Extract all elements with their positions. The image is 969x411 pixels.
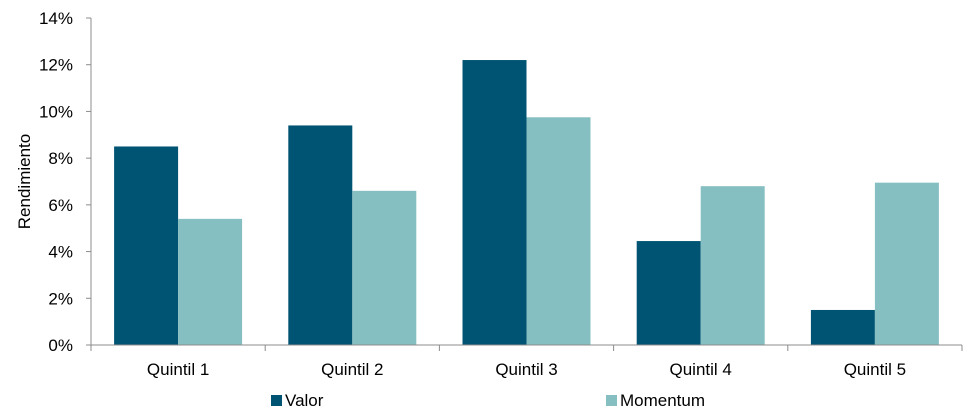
y-tick-label: 2% [48, 289, 73, 308]
legend-swatch-valor [271, 395, 282, 406]
bar-momentum-3 [526, 117, 591, 346]
bar-momentum-1 [178, 218, 243, 345]
x-tick-label: Quintil 5 [844, 360, 906, 379]
bar-valor-3 [462, 60, 527, 346]
x-tick-label: Quintil 1 [147, 360, 209, 379]
y-tick-label: 14% [39, 9, 73, 28]
y-axis-title: Rendimiento [15, 134, 34, 229]
y-tick-label: 4% [48, 243, 73, 262]
bar-valor-5 [810, 309, 875, 345]
x-axis: Quintil 1 Quintil 2 Quintil 3 Quintil 4 Quin… [90, 344, 963, 379]
legend: Valor Momentum [271, 391, 705, 410]
bar-valor-2 [288, 125, 353, 345]
bar-momentum-4 [700, 186, 765, 345]
legend-label-valor: Valor [285, 391, 324, 410]
y-axis: 0% 2% 4% 6% 8% 10% 12% 14% [39, 9, 92, 355]
bars [114, 60, 939, 346]
legend-swatch-momentum [606, 395, 617, 406]
y-tick-label: 8% [48, 149, 73, 168]
y-tick-label: 10% [39, 102, 73, 121]
legend-label-momentum: Momentum [620, 391, 705, 410]
y-tick-label: 12% [39, 56, 73, 75]
x-tick-label: Quintil 3 [495, 360, 557, 379]
bar-momentum-5 [874, 182, 939, 345]
bar-valor-4 [636, 241, 701, 345]
y-tick-label: 0% [48, 336, 73, 355]
bar-valor-1 [114, 146, 179, 345]
y-tick-label: 6% [48, 196, 73, 215]
x-tick-label: Quintil 4 [670, 360, 732, 379]
x-tick-label: Quintil 2 [321, 360, 383, 379]
bar-momentum-2 [352, 190, 417, 345]
